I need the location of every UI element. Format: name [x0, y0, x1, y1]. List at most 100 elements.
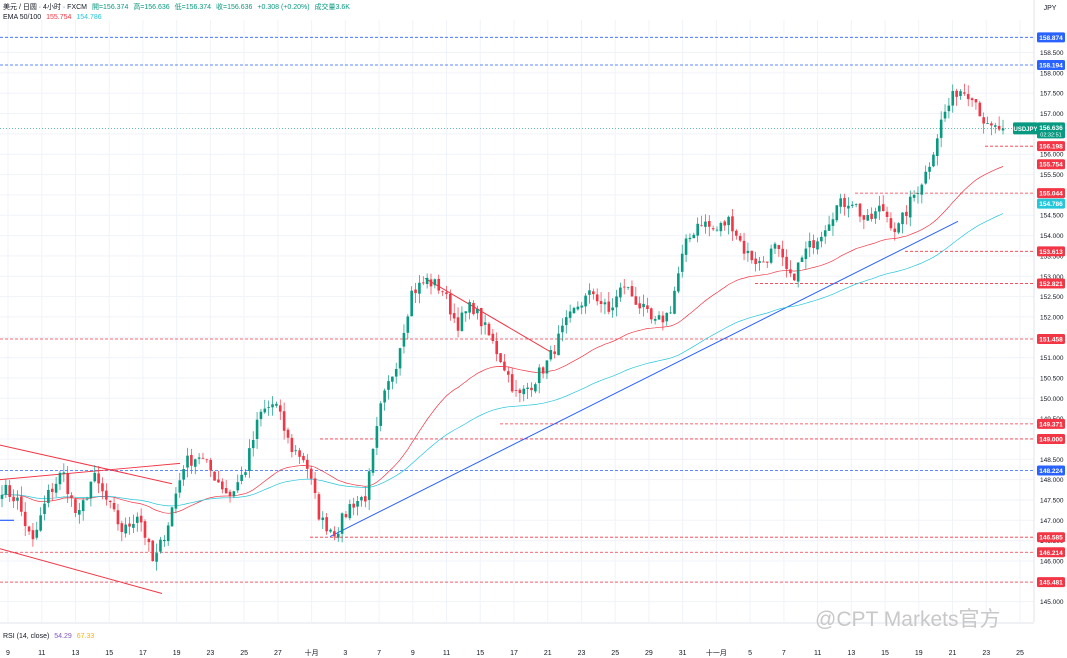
- candle-body: [298, 450, 301, 457]
- candle-body: [611, 307, 614, 311]
- candle-body: [932, 154, 935, 167]
- price-level-tag: [1037, 246, 1065, 257]
- candle-body: [638, 303, 642, 309]
- candle-body: [468, 302, 471, 313]
- candle-body: [993, 125, 997, 127]
- candle-body: [336, 533, 340, 538]
- symbol-name[interactable]: 美元 / 日圆 · 4小时 · FXCM: [3, 4, 87, 11]
- candle-body: [599, 301, 603, 305]
- y-tick-label: 157.500: [1040, 91, 1064, 98]
- trendline[interactable]: [424, 277, 551, 352]
- candle-body: [986, 123, 989, 124]
- candle-body: [557, 333, 560, 356]
- candle-body: [278, 405, 282, 412]
- candle-body: [924, 171, 928, 184]
- candle-body: [487, 323, 491, 336]
- price-level-label: 155.754: [1039, 162, 1063, 169]
- change-value: +0.308 (+0.20%): [257, 4, 310, 11]
- candle-body: [267, 407, 270, 409]
- x-tick-label: 17: [510, 650, 518, 657]
- candle-body: [483, 322, 487, 325]
- candle-body: [970, 98, 974, 101]
- price-level-tag: [1037, 159, 1065, 170]
- candle-countdown: 02:32:51: [1040, 132, 1061, 138]
- candle-body: [692, 234, 696, 239]
- x-tick-label: 7: [377, 650, 381, 657]
- candle-body: [89, 481, 93, 499]
- price-level-tag: [1037, 433, 1065, 444]
- y-tick-label: 146.000: [1040, 558, 1064, 565]
- candle-body: [402, 333, 406, 347]
- candle-body: [947, 105, 951, 112]
- x-tick-label: 十月: [305, 648, 319, 657]
- candle-body: [375, 426, 379, 448]
- x-tick-label: 21: [949, 650, 957, 657]
- candle-body: [333, 531, 336, 537]
- y-tick-label: 148.000: [1040, 477, 1064, 484]
- x-tick-label: 15: [105, 650, 113, 657]
- candle-body: [646, 305, 649, 310]
- candle-body: [449, 293, 452, 315]
- ema-lines: [1, 166, 1004, 514]
- candle-body: [43, 503, 46, 514]
- candle-body: [251, 439, 255, 449]
- candle-body: [928, 166, 931, 172]
- trendline[interactable]: [329, 220, 959, 538]
- candle-body: [472, 303, 475, 315]
- candle-body: [20, 496, 23, 512]
- candle-body: [866, 215, 870, 221]
- candle-body: [870, 213, 873, 220]
- candle-body: [916, 193, 920, 194]
- x-tick-label: 11: [814, 650, 821, 657]
- candlesticks: [0, 83, 1005, 571]
- candle-body: [325, 517, 328, 532]
- trendline[interactable]: [0, 548, 163, 595]
- price-level-label: 152.821: [1039, 281, 1063, 288]
- candle-body: [750, 250, 754, 261]
- ema100-line[interactable]: [1, 213, 1004, 507]
- candle-body: [746, 250, 750, 254]
- candle-body: [526, 387, 529, 389]
- candle-body: [893, 228, 897, 233]
- candle-body: [881, 204, 885, 212]
- candle-body: [383, 390, 386, 403]
- candle-body: [564, 317, 568, 326]
- candle-body: [147, 538, 151, 543]
- y-tick-label: 158.500: [1040, 50, 1064, 57]
- price-level-label: 158.194: [1039, 62, 1063, 69]
- price-axis[interactable]: JPY145.000145.500146.000146.500147.00014…: [1013, 0, 1067, 658]
- candle-body: [727, 216, 730, 226]
- candle-body: [356, 501, 359, 507]
- candle-body: [0, 494, 4, 499]
- x-tick-label: 21: [544, 650, 552, 657]
- candle-body: [112, 502, 116, 510]
- candle-body: [908, 196, 912, 218]
- rsi-legend[interactable]: RSI (14, close) 54.29 67.33: [3, 632, 97, 641]
- candle-body: [762, 261, 765, 263]
- trendline[interactable]: [0, 462, 181, 481]
- y-tick-label: 147.500: [1040, 497, 1064, 504]
- candle-body: [294, 450, 298, 452]
- candle-body: [503, 361, 506, 371]
- candle-body: [101, 483, 104, 492]
- time-axis[interactable]: 9 11 13 15 17 19 23 25 27 十月 3 7 9 11 15 17 21 23 25 29 31 十一…: [0, 622, 1034, 657]
- candle-body: [58, 472, 62, 485]
- candle-body: [905, 211, 908, 216]
- candle-body: [236, 482, 240, 491]
- candle-body: [769, 248, 773, 263]
- candle-body: [174, 493, 178, 509]
- y-tick-label: 148.500: [1040, 457, 1064, 464]
- price-level-tag: [1037, 577, 1065, 588]
- ema50-line[interactable]: [1, 166, 1004, 514]
- y-tick-label: 150.000: [1040, 396, 1064, 403]
- candle-body: [275, 403, 278, 406]
- candle-body: [549, 350, 553, 360]
- candle-body: [429, 279, 433, 287]
- candle-body: [286, 429, 290, 438]
- candle-body: [23, 511, 27, 527]
- candle-body: [321, 517, 325, 521]
- ema-legend[interactable]: EMA 50/100 155.754 154.786: [3, 13, 105, 22]
- high-value: 高=156.636: [133, 4, 170, 11]
- trendline[interactable]: [0, 444, 173, 485]
